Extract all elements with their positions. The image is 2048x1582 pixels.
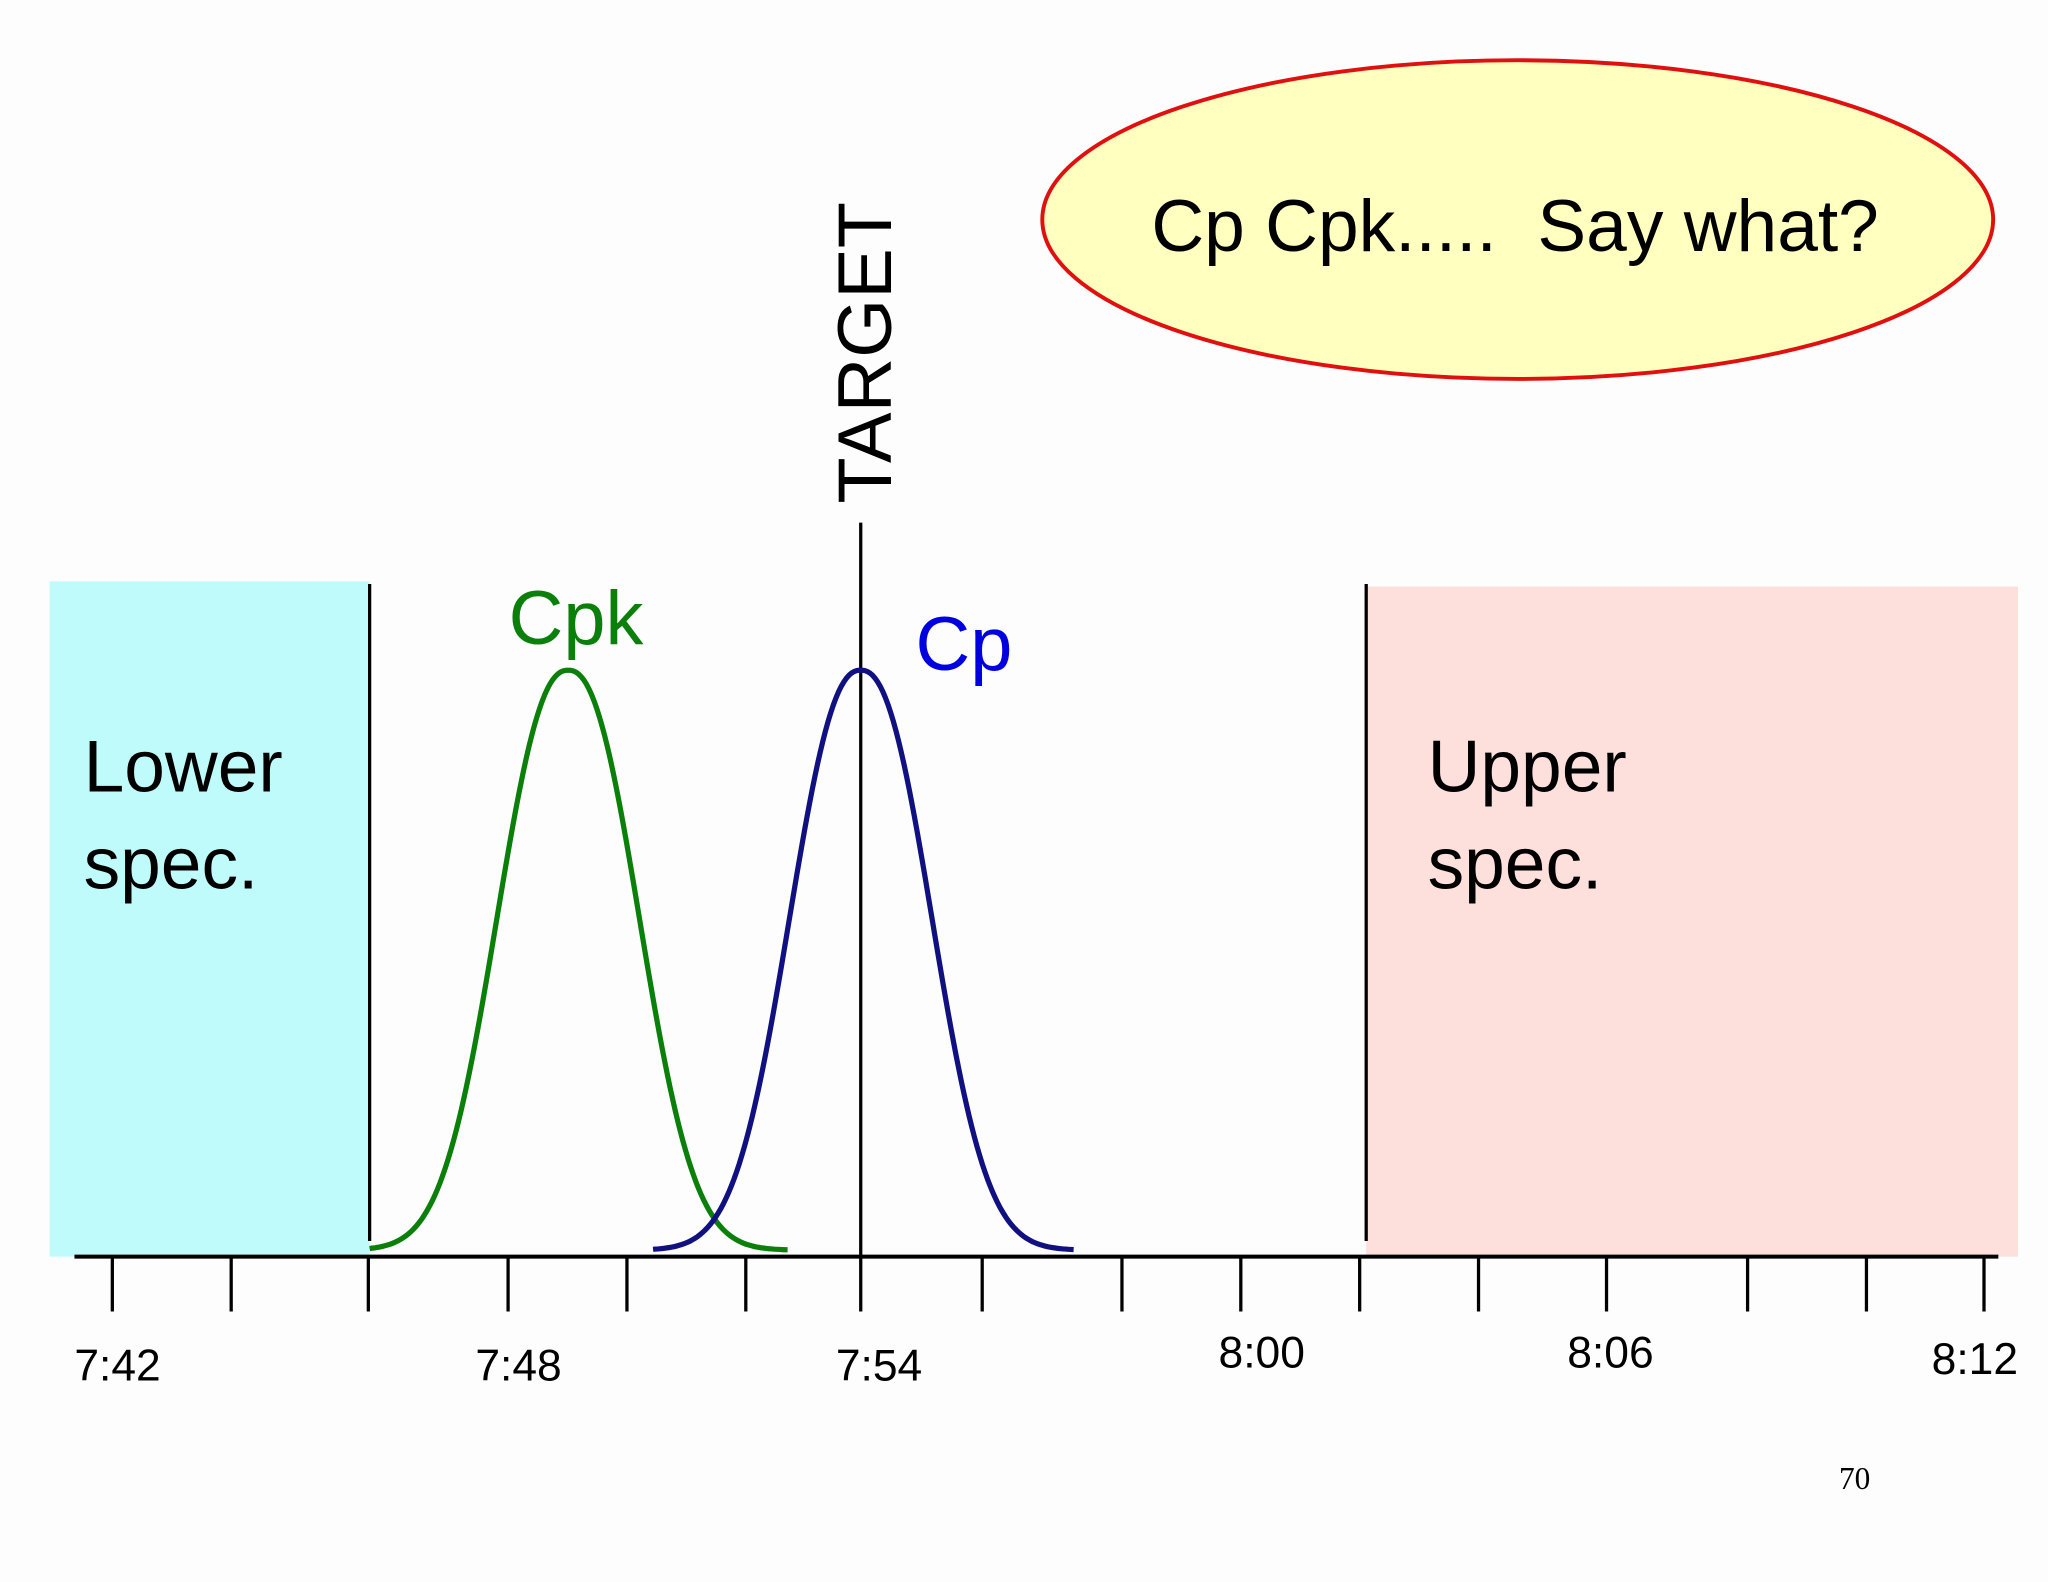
- cp-label: Cp: [915, 602, 1012, 687]
- callout-bubble: [1040, 58, 1996, 381]
- target-label: TARGET: [823, 202, 908, 504]
- cp-curve: [652, 667, 1074, 1253]
- text-line: Lower: [84, 727, 283, 808]
- upper-spec-zone: [1366, 586, 2018, 1257]
- cpk-label: Cpk: [509, 576, 644, 661]
- text-line: Upper: [1428, 727, 1627, 808]
- axis-label: 8:06: [1567, 1329, 1653, 1378]
- axis-label: 7:48: [475, 1342, 561, 1391]
- callout-text: Cp Cpk..... Say what?: [1151, 186, 1879, 267]
- text-line: spec.: [84, 823, 259, 904]
- axis-ticks: [110, 1256, 1986, 1312]
- page-number: 70: [1839, 1461, 1870, 1496]
- axis-labels: 7:42 7:48 7:54 8:00 8:06 8:12: [74, 1329, 2018, 1391]
- axis-label: 8:00: [1219, 1329, 1305, 1378]
- axis-label: 7:54: [836, 1342, 922, 1391]
- text-line: spec.: [1428, 823, 1603, 904]
- cpk-curve: [369, 667, 788, 1253]
- axis-label: 8:12: [1932, 1335, 2018, 1384]
- axis-label: 7:42: [74, 1342, 160, 1391]
- lower-spec-label: Lower spec.: [84, 727, 304, 905]
- lower-spec-zone: [49, 581, 370, 1257]
- upper-spec-label: Upper spec.: [1428, 727, 1648, 905]
